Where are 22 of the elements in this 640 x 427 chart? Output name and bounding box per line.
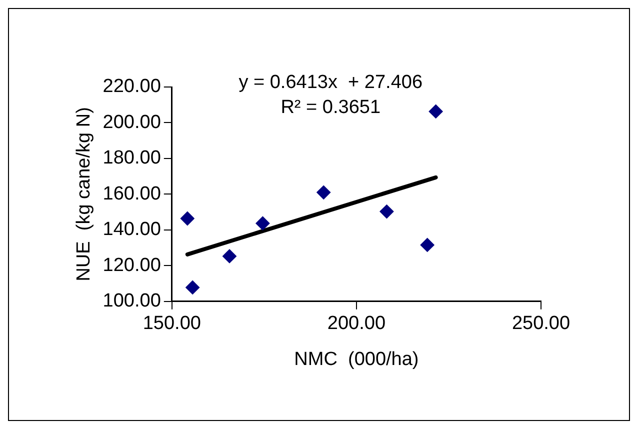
point [222,249,236,264]
point [316,185,331,200]
annotation: y = 0.6413x + 27.406 [238,72,423,94]
y-axis-title: NUE (kg cane/kg N) [74,107,95,282]
x-tick-label: 200.00 [327,313,386,334]
y-tick-label: 220.00 [102,76,161,98]
y-tick-label: 160.00 [102,183,161,204]
point [256,216,270,230]
point [186,280,200,294]
y-tick-label: 100.00 [102,290,161,312]
x-tick-label: 150.00 [142,313,201,334]
y-tick-label: 180.00 [102,148,161,169]
y-tick-label: 120.00 [102,254,161,276]
point [428,104,443,118]
x-tick-label: 250.00 [512,313,570,334]
point [180,212,194,226]
annotation: R² = 0.3651 [280,97,381,118]
x-axis-title: NMC (000/ha) [294,348,419,370]
y-tick-label: 140.00 [102,219,161,240]
point [380,204,394,219]
point [420,238,434,252]
y-tick-label: 200.00 [102,112,161,133]
